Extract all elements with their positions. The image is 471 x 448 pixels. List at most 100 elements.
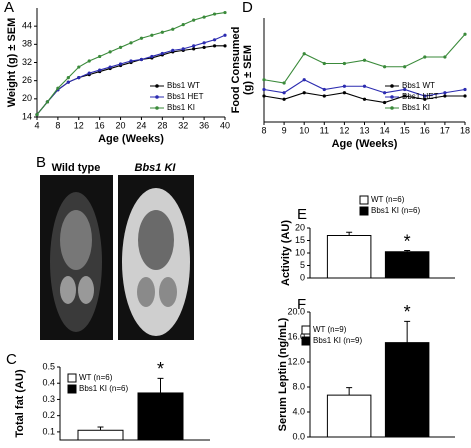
data-point: [362, 84, 367, 88]
data-point: [383, 100, 387, 105]
data-point: [443, 94, 447, 98]
x-tick-label: 20: [116, 120, 126, 130]
x-tick-label: 36: [199, 120, 209, 130]
data-point: [35, 112, 39, 117]
x-axis-label: Age (Weeks): [98, 133, 164, 145]
y-tick-label: 14: [22, 111, 32, 121]
panel-letter: A: [4, 0, 14, 16]
data-point: [463, 94, 467, 98]
x-tick-label: 11: [320, 125, 329, 135]
y-tick-label: 26: [22, 75, 32, 85]
legend-marker: [390, 95, 394, 99]
x-tick-label: 18: [460, 125, 470, 135]
x-tick-label: 40: [220, 120, 230, 130]
data-point: [118, 45, 123, 49]
data-point: [139, 36, 144, 40]
data-point: [150, 54, 154, 59]
legend-marker: [155, 84, 159, 88]
data-point: [262, 78, 266, 82]
data-point: [262, 94, 266, 98]
x-tick-label: 12: [74, 120, 84, 130]
y-tick-label: 4.0: [292, 406, 305, 416]
legend-swatch: [301, 336, 311, 346]
x-tick-label: 16: [95, 120, 105, 130]
data-point: [212, 44, 217, 48]
y-tick-label: 8.0: [292, 381, 305, 391]
legend-label: Bbs1 WT: [402, 81, 435, 90]
data-point: [423, 94, 427, 98]
y-axis-label: Serum Leptin (ng/mL): [277, 317, 289, 431]
data-point: [192, 18, 196, 22]
x-tick-label: 28: [157, 120, 167, 130]
x-tick-label: 12: [339, 125, 349, 135]
legend-marker: [155, 95, 159, 99]
significance: *: [404, 231, 411, 251]
data-point: [342, 61, 346, 66]
data-point: [118, 62, 123, 66]
data-point: [403, 94, 407, 98]
x-tick-label: 15: [400, 125, 410, 135]
x-tick-label: 32: [178, 120, 188, 130]
panel-letter: B: [36, 154, 46, 171]
data-point: [98, 54, 102, 59]
y-tick-label: 0.1: [42, 426, 55, 436]
data-point: [403, 87, 407, 92]
data-point: [282, 81, 286, 85]
x-tick-label: 10: [299, 125, 309, 135]
data-point: [423, 55, 427, 59]
bar: [137, 392, 184, 441]
data-point: [443, 91, 447, 95]
bar: [384, 342, 430, 438]
legend-label: Bbs1 KI (n=9): [313, 336, 362, 345]
y-tick-label: 20: [295, 222, 305, 232]
legend-marker: [390, 106, 394, 110]
y-tick-label: 20.0: [287, 306, 305, 316]
series-line: [263, 33, 466, 84]
y-tick-label: 20: [22, 93, 32, 103]
legend-marker: [390, 84, 394, 88]
panel-letter: C: [6, 351, 17, 368]
axis: [263, 18, 465, 123]
bar: [384, 251, 430, 279]
data-point: [463, 87, 467, 92]
data-point: [87, 59, 91, 63]
bar: [326, 394, 372, 438]
x-tick-label: 9: [282, 125, 287, 135]
data-point: [322, 94, 326, 98]
y-tick-label: 32: [22, 57, 32, 67]
panel-letter: F: [297, 296, 306, 313]
data-point: [139, 57, 144, 62]
mri-image: [40, 175, 194, 340]
data-point: [45, 100, 50, 104]
y-axis-label: (g) ± SEM: [242, 45, 254, 95]
data-point: [160, 30, 164, 34]
x-tick-label: 24: [136, 120, 146, 130]
x-tick-label: 4: [34, 120, 39, 130]
data-point: [108, 50, 112, 54]
panel-letter: D: [242, 0, 253, 16]
y-tick-label: 0.5: [42, 361, 55, 371]
legend-swatch: [359, 195, 369, 205]
data-point: [383, 65, 387, 69]
data-point: [322, 61, 326, 66]
data-point: [212, 38, 217, 42]
y-tick-label: 0.0: [292, 431, 305, 441]
legend-swatch: [359, 206, 369, 216]
data-point: [322, 87, 326, 92]
data-point: [302, 91, 306, 95]
data-point: [202, 15, 206, 19]
data-point: [302, 52, 306, 56]
data-point: [282, 91, 286, 95]
x-tick-label: 14: [380, 125, 390, 135]
data-point: [129, 41, 133, 45]
legend-label: WT (n=9): [313, 325, 347, 334]
data-point: [362, 97, 367, 101]
legend-swatch: [67, 384, 77, 394]
x-axis-label: Age (Weeks): [332, 138, 398, 150]
y-tick-label: 16.0: [287, 331, 305, 341]
legend-label: Bbs1 HET: [167, 92, 204, 101]
x-tick-label: 17: [440, 125, 450, 135]
legend-label: Bbs1 KI (n=6): [79, 384, 128, 393]
legend-label: Bbs1 HET: [402, 92, 439, 101]
